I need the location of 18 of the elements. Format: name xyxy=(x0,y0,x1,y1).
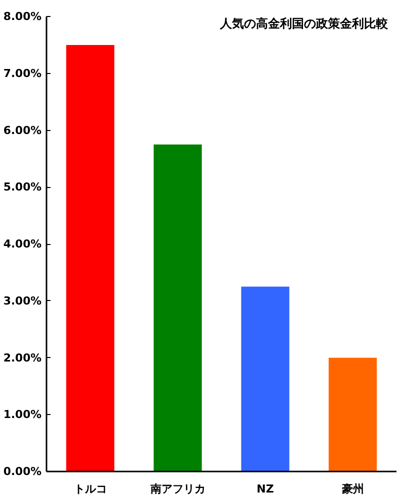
chart-title: 人気の高金利国の政策金利比較 xyxy=(218,16,389,30)
x-tick-label: トルコ xyxy=(74,482,107,496)
y-tick-label: 6.00% xyxy=(3,124,42,137)
y-tick-label: 7.00% xyxy=(3,66,42,80)
y-tick-label: 5.00% xyxy=(3,180,42,194)
x-tick-label: NZ xyxy=(256,482,274,496)
y-tick-label: 1.00% xyxy=(3,408,42,422)
bar xyxy=(328,358,377,472)
bar xyxy=(66,44,114,472)
y-tick-label: 2.00% xyxy=(3,351,42,364)
y-tick-label: 0.00% xyxy=(3,465,42,478)
bar xyxy=(241,286,290,472)
y-tick-label: 3.00% xyxy=(3,294,42,308)
x-tick-label: 南アフリカ xyxy=(149,482,206,496)
x-tick-label: 豪州 xyxy=(340,482,364,496)
y-tick-label: 4.00% xyxy=(3,238,42,250)
y-tick-label: 8.00% xyxy=(3,10,42,23)
bar xyxy=(154,144,202,472)
